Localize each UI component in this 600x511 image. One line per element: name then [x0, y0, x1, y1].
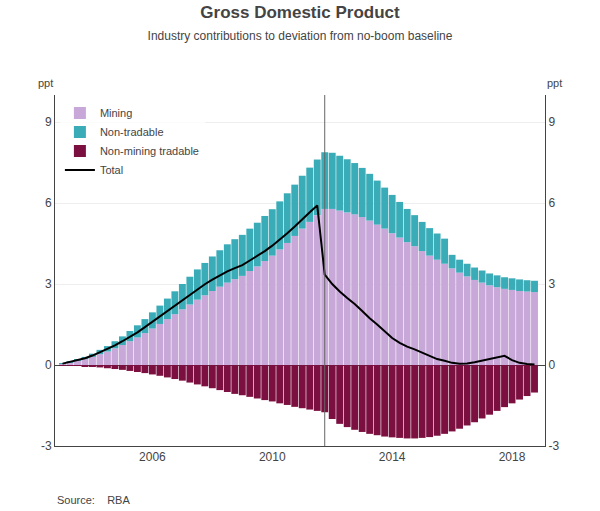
svg-text:Total: Total	[100, 164, 123, 176]
svg-text:3: 3	[45, 277, 52, 291]
svg-text:2006: 2006	[139, 450, 166, 464]
svg-text:ppt: ppt	[547, 77, 562, 89]
svg-text:9: 9	[45, 115, 52, 129]
svg-text:9: 9	[548, 115, 555, 129]
svg-text:-3: -3	[548, 439, 559, 453]
svg-text:Mining: Mining	[100, 107, 132, 119]
svg-text:Gross Domestic ProductIndustry: Gross Domestic ProductIndustry contribut…	[148, 3, 453, 43]
svg-text:3: 3	[548, 277, 555, 291]
svg-text:2018: 2018	[499, 450, 526, 464]
svg-text:Source: RBA: Source: RBA	[57, 494, 130, 506]
svg-text:6: 6	[45, 196, 52, 210]
svg-text:2014: 2014	[379, 450, 406, 464]
svg-text:Non-tradable: Non-tradable	[100, 126, 164, 138]
svg-text:6: 6	[548, 196, 555, 210]
svg-text:-3: -3	[41, 439, 52, 453]
svg-text:2010: 2010	[259, 450, 286, 464]
svg-text:0: 0	[45, 358, 52, 372]
svg-text:ppt: ppt	[38, 77, 53, 89]
svg-text:0: 0	[548, 358, 555, 372]
svg-text:Non-mining tradable: Non-mining tradable	[100, 145, 199, 157]
